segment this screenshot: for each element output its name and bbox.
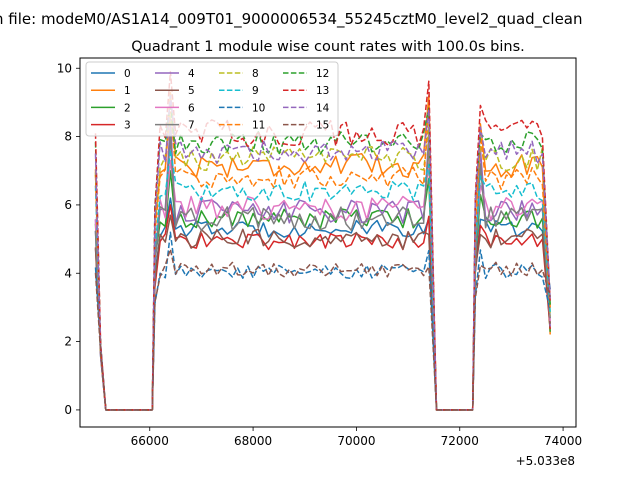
legend-label-5: 5 xyxy=(188,85,195,97)
series-line-6 xyxy=(94,159,551,411)
legend-label-7: 7 xyxy=(188,120,195,132)
y-tick-label: 4 xyxy=(64,266,72,280)
legend-label-9: 9 xyxy=(252,85,259,97)
legend-frame xyxy=(85,61,339,137)
x-tick-label: 72000 xyxy=(441,434,479,448)
y-tick-label: 8 xyxy=(64,130,72,144)
series-line-8 xyxy=(94,115,551,411)
legend-label-11: 11 xyxy=(252,120,265,132)
y-tick-label: 10 xyxy=(57,61,72,75)
y-tick-label: 6 xyxy=(64,198,72,212)
legend-label-13: 13 xyxy=(316,85,329,97)
legend-label-12: 12 xyxy=(316,68,329,80)
x-axis: 66000 68000 70000 72000 74000 xyxy=(131,427,582,448)
legend-label-4: 4 xyxy=(188,68,195,80)
x-offset-label: +5.033e8 xyxy=(516,454,575,468)
series-line-12 xyxy=(94,101,551,411)
legend-label-1: 1 xyxy=(124,85,131,97)
figure-suptitle: n file: modeM0/AS1A14_009T01_9000006534_… xyxy=(0,10,583,29)
y-tick-label: 0 xyxy=(64,403,72,417)
legend-label-2: 2 xyxy=(124,102,131,114)
y-tick-label: 2 xyxy=(64,335,72,349)
series-line-9 xyxy=(94,149,551,411)
legend-label-10: 10 xyxy=(252,102,265,114)
x-tick-label: 74000 xyxy=(544,434,582,448)
legend-label-8: 8 xyxy=(252,68,259,80)
x-tick-label: 66000 xyxy=(131,434,169,448)
series-line-10 xyxy=(94,231,551,411)
legend-label-14: 14 xyxy=(316,102,330,114)
series-line-3 xyxy=(94,204,551,411)
legend-label-3: 3 xyxy=(124,120,131,132)
legend-label-6: 6 xyxy=(188,102,195,114)
series-line-11 xyxy=(94,101,551,411)
chart-title: Quadrant 1 module wise count rates with … xyxy=(131,39,525,55)
x-tick-label: 68000 xyxy=(234,434,272,448)
series-line-15 xyxy=(94,248,551,411)
series-line-7 xyxy=(94,135,551,411)
x-tick-label: 70000 xyxy=(337,434,375,448)
series-line-5 xyxy=(94,214,551,411)
y-axis: 0 2 4 6 8 10 xyxy=(57,61,80,417)
legend-label-0: 0 xyxy=(124,68,131,80)
plot-frame xyxy=(79,57,577,428)
legend-label-15: 15 xyxy=(316,120,329,132)
